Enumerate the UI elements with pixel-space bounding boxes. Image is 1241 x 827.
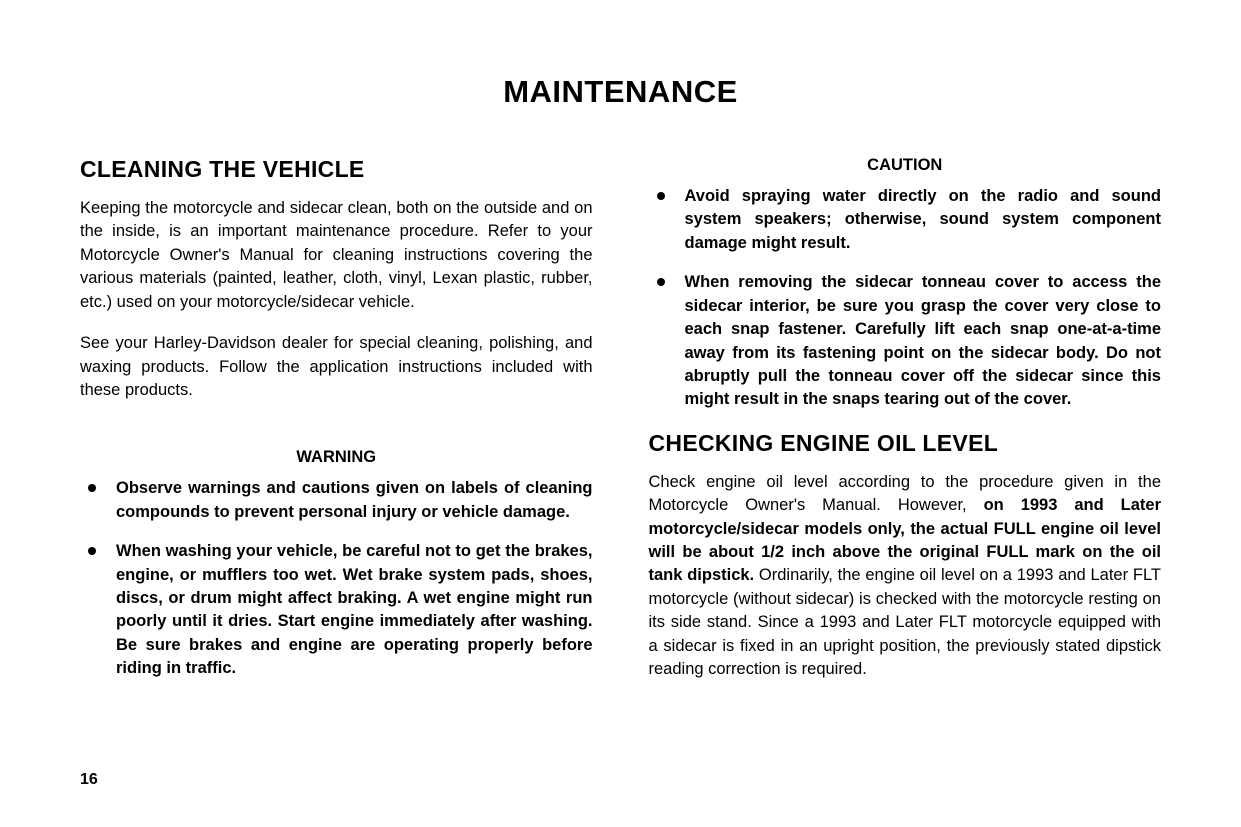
cleaning-heading: CLEANING THE VEHICLE — [80, 156, 593, 183]
page-title: MAINTENANCE — [80, 74, 1161, 110]
cleaning-para-2: See your Harley-Davidson dealer for spec… — [80, 332, 593, 402]
oil-heading: CHECKING ENGINE OIL LEVEL — [649, 430, 1162, 457]
two-column-layout: CLEANING THE VEHICLE Keeping the motorcy… — [80, 156, 1161, 700]
left-column: CLEANING THE VEHICLE Keeping the motorcy… — [80, 156, 593, 700]
warning-item: Observe warnings and cautions given on l… — [80, 477, 593, 524]
cleaning-para-1: Keeping the motorcycle and sidecar clean… — [80, 197, 593, 314]
warning-item: When washing your vehicle, be careful no… — [80, 540, 593, 681]
caution-item: Avoid spraying water directly on the rad… — [649, 185, 1162, 255]
warning-label: WARNING — [80, 448, 593, 467]
caution-label: CAUTION — [649, 156, 1162, 175]
caution-list: Avoid spraying water directly on the rad… — [649, 185, 1162, 412]
right-column: CAUTION Avoid spraying water directly on… — [649, 156, 1162, 700]
oil-paragraph: Check engine oil level according to the … — [649, 471, 1162, 682]
page-number: 16 — [80, 771, 98, 789]
caution-item: When removing the sidecar tonneau cover … — [649, 271, 1162, 412]
warning-list: Observe warnings and cautions given on l… — [80, 477, 593, 680]
